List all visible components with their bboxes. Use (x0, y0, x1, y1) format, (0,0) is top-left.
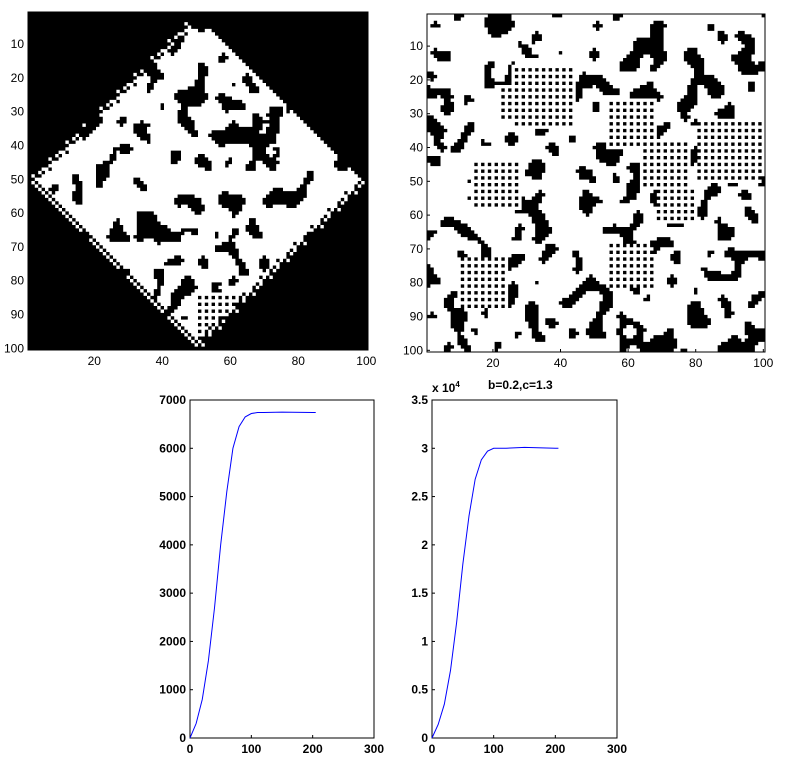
heatmap-full: 20 40 60 80 100 10 20 30 40 50 60 70 80 90 100 (403, 13, 774, 370)
x-tick-label: 100 (484, 742, 504, 756)
y-tick-label: 50 (11, 172, 25, 186)
y-tick-label: 3 (421, 441, 428, 455)
y-tick-label: 20 (410, 73, 424, 87)
x-tick-label: 20 (486, 356, 500, 370)
chart-title: b=0.2,c=1.3 (488, 378, 553, 392)
heatmap-diamond-frame (27, 11, 369, 351)
x-tick-label: 300 (607, 742, 627, 756)
y-tick-label: 80 (11, 274, 25, 288)
y-tick-label: 3.5 (411, 393, 428, 407)
x-tick-label: 40 (554, 356, 568, 370)
line-chart-right-axes-box (431, 399, 618, 739)
y-tick-label: 70 (11, 240, 25, 254)
y-tick-label: 2000 (159, 634, 186, 648)
line-chart-right-series (431, 446, 559, 739)
x-tick-label: 200 (303, 742, 323, 756)
y-tick-label: 0 (179, 731, 186, 745)
y-tick-label: 0.5 (411, 683, 428, 697)
heatmap-cells (427, 14, 765, 352)
y-tick-label: 30 (11, 105, 25, 119)
y-tick-label: 100 (4, 341, 24, 355)
x-tick-label: 0 (429, 742, 436, 756)
y-tick-label: 2 (421, 538, 428, 552)
line-chart-left-series (189, 411, 316, 739)
x-tick-label: 100 (753, 356, 773, 370)
x-tick-label: 40 (156, 354, 170, 368)
y-tick-label: 10 (410, 39, 424, 53)
x-tick-label: 300 (364, 742, 384, 756)
x-tick-label: 60 (621, 356, 635, 370)
x-tick-label: 100 (241, 742, 261, 756)
heatmap-cells (31, 22, 365, 347)
y-tick-label: 4000 (159, 538, 186, 552)
heatmap-full-frame (426, 13, 766, 353)
line-chart-left-axes-box (189, 399, 375, 739)
x-tick-label: 200 (545, 742, 565, 756)
x-tick-label: 100 (356, 354, 376, 368)
y-tick-label: 90 (11, 308, 25, 322)
y-tick-label: 3000 (159, 586, 186, 600)
y-tick-label: 70 (410, 242, 424, 256)
y-tick-label: 100 (403, 343, 423, 357)
y-tick-label: 50 (410, 174, 424, 188)
y-tick-label: 1000 (159, 683, 186, 697)
exponent-label: x 104 (432, 380, 460, 395)
y-tick-label: 20 (11, 71, 25, 85)
x-tick-label: 80 (292, 354, 306, 368)
y-tick-label: 80 (410, 276, 424, 290)
y-tick-label: 60 (410, 208, 424, 222)
x-tick-label: 80 (689, 356, 703, 370)
x-tick-label: 20 (88, 354, 102, 368)
y-tick-label: 10 (11, 37, 25, 51)
y-tick-label: 5000 (159, 490, 186, 504)
y-tick-label: 60 (11, 206, 25, 220)
y-tick-label: 1.5 (411, 586, 428, 600)
x-tick-label: 60 (224, 354, 238, 368)
y-tick-label: 30 (410, 107, 424, 121)
y-tick-label: 90 (410, 310, 424, 324)
heatmap-diamond: 20 40 60 80 100 10 20 30 40 50 60 70 80 90 100 (4, 11, 377, 368)
y-tick-label: 40 (410, 141, 424, 155)
y-tick-label: 1 (421, 634, 428, 648)
y-tick-label: 2.5 (411, 490, 428, 504)
y-tick-label: 7000 (159, 393, 186, 407)
y-tick-label: 40 (11, 139, 25, 153)
y-tick-label: 0 (421, 731, 428, 745)
y-tick-label: 6000 (159, 441, 186, 455)
x-tick-label: 0 (187, 742, 194, 756)
line-chart-right: 0 100 200 300 0 0.5 1 1.5 2 2.5 3 3.5 x 104 b=0.2,c… (411, 378, 627, 756)
